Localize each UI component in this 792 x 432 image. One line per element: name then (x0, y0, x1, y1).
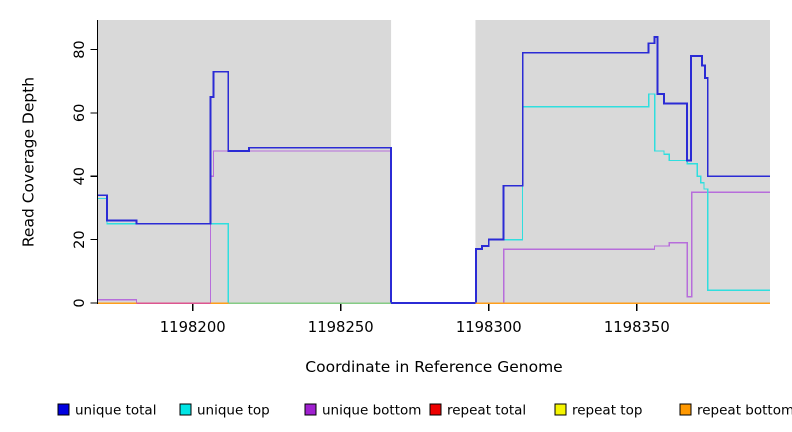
legend-swatch-unique-top (179, 403, 192, 416)
y-tick-label: 0 (72, 298, 88, 307)
series-unique-total-line (98, 36, 770, 304)
x-tick-label: 1198250 (308, 319, 374, 336)
x-tick-label: 1198300 (456, 319, 522, 336)
legend-label-repeat-top: repeat top (572, 403, 642, 419)
legend-swatch-repeat-total (429, 403, 442, 416)
x-axis-title: Coordinate in Reference Genome (305, 358, 563, 376)
legend-label-unique-top: unique top (197, 403, 270, 419)
y-tick-label: 80 (72, 40, 88, 58)
x-tick-label: 1198350 (604, 319, 670, 336)
legend-swatch-unique-bottom (304, 403, 317, 416)
legend-label-unique-bottom: unique bottom (322, 403, 421, 419)
x-tick-label: 1198200 (160, 319, 226, 336)
y-tick-label: 40 (72, 167, 88, 185)
y-axis-title: Read Coverage Depth (19, 76, 38, 248)
legend-label-repeat-total: repeat total (447, 403, 526, 419)
y-tick-label: 20 (72, 230, 88, 248)
legend-swatch-unique-total (57, 403, 70, 416)
series-unique-bottom-line (98, 150, 770, 304)
panel-right (475, 20, 770, 304)
legend-label-repeat-bottom: repeat bottom (697, 403, 792, 419)
legend-swatch-repeat-bottom (679, 403, 692, 416)
y-tick-label: 60 (72, 104, 88, 122)
legend-label-unique-total: unique total (75, 403, 156, 419)
panel-left (98, 20, 392, 304)
legend-swatch-repeat-top (554, 403, 567, 416)
